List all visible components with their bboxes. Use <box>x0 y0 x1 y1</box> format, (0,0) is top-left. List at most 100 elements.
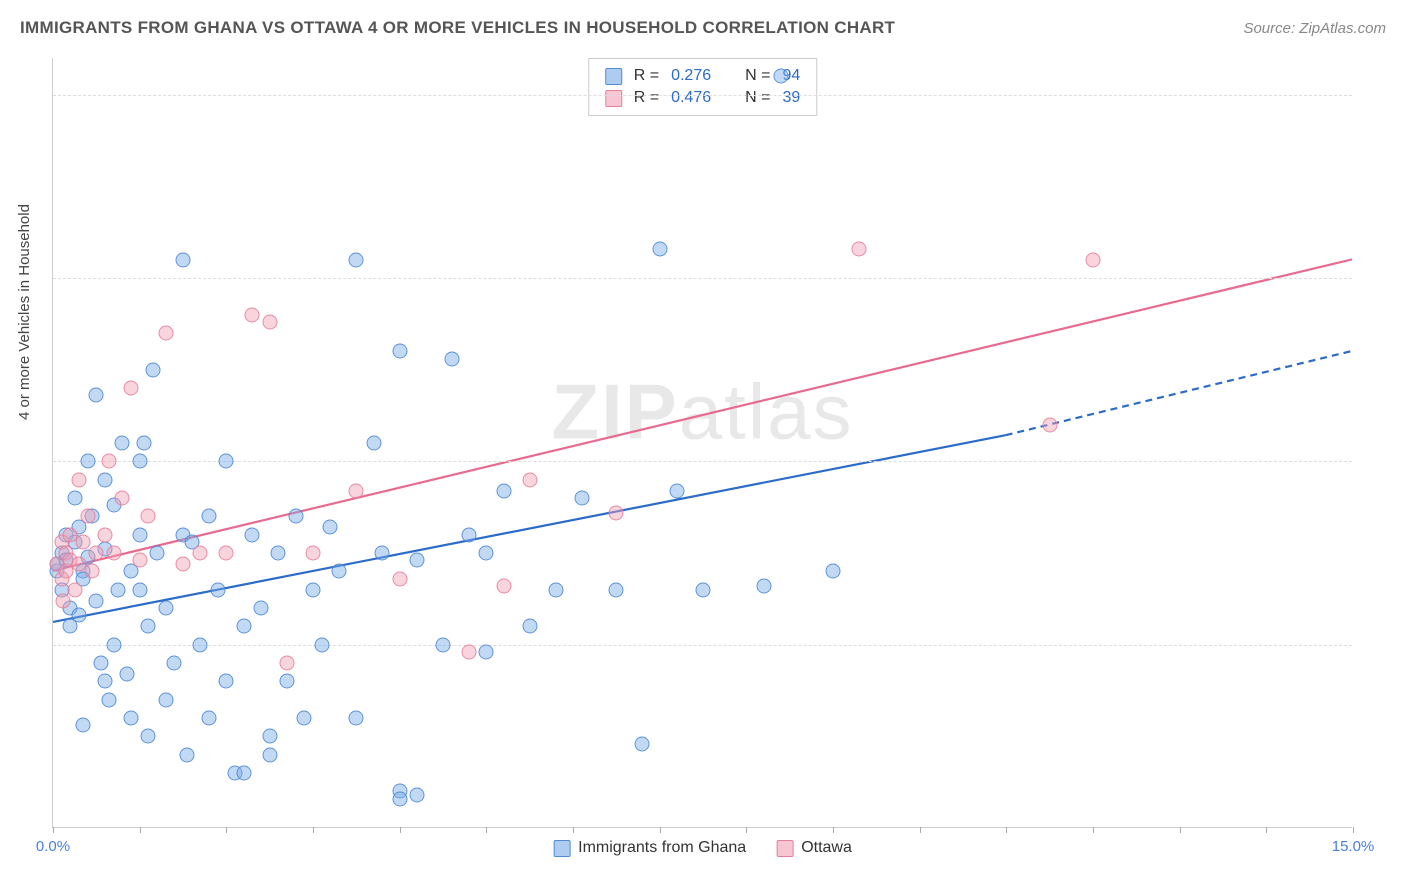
scatter-point <box>245 307 260 322</box>
swatch-blue <box>553 840 570 857</box>
trendlines-svg <box>53 58 1352 827</box>
legend-bottom: Immigrants from Ghana Ottawa <box>553 839 852 857</box>
scatter-point <box>89 388 104 403</box>
watermark: ZIPatlas <box>551 366 853 457</box>
scatter-point <box>462 645 477 660</box>
n-label: N = <box>745 67 770 85</box>
gridline-h <box>53 278 1352 279</box>
scatter-point <box>193 546 208 561</box>
x-tick-mark <box>833 827 834 833</box>
scatter-point <box>150 546 165 561</box>
scatter-point <box>76 718 91 733</box>
scatter-point <box>410 788 425 803</box>
r-label: R = <box>634 89 659 107</box>
scatter-point <box>349 711 364 726</box>
scatter-point <box>124 381 139 396</box>
gridline-h <box>53 95 1352 96</box>
r-value-ottawa: 0.476 <box>671 89 711 107</box>
scatter-point <box>245 527 260 542</box>
n-value-ottawa: 39 <box>782 89 800 107</box>
chart-source: Source: ZipAtlas.com <box>1243 20 1386 37</box>
x-tick-mark <box>573 827 574 833</box>
legend-label-ghana: Immigrants from Ghana <box>578 839 746 857</box>
scatter-point <box>102 692 117 707</box>
x-tick-mark <box>1180 827 1181 833</box>
scatter-point <box>444 351 459 366</box>
scatter-point <box>180 747 195 762</box>
scatter-point <box>756 579 771 594</box>
scatter-chart: ZIPatlas R = 0.276 N = 94 R = 0.476 N = … <box>52 58 1352 828</box>
scatter-point <box>496 579 511 594</box>
legend-item-ghana: Immigrants from Ghana <box>553 839 746 857</box>
scatter-point <box>167 656 182 671</box>
scatter-point <box>288 509 303 524</box>
scatter-point <box>67 582 82 597</box>
scatter-point <box>323 520 338 535</box>
x-tick-mark <box>920 827 921 833</box>
scatter-point <box>219 674 234 689</box>
scatter-point <box>332 564 347 579</box>
scatter-point <box>670 483 685 498</box>
r-label: R = <box>634 67 659 85</box>
x-tick-mark <box>1093 827 1094 833</box>
scatter-point <box>176 557 191 572</box>
scatter-point <box>176 252 191 267</box>
scatter-point <box>145 362 160 377</box>
stats-row-ghana: R = 0.276 N = 94 <box>605 65 801 87</box>
scatter-point <box>72 608 87 623</box>
scatter-point <box>89 546 104 561</box>
legend-item-ottawa: Ottawa <box>776 839 852 857</box>
swatch-blue <box>605 68 622 85</box>
scatter-point <box>98 527 113 542</box>
scatter-point <box>193 637 208 652</box>
scatter-point <box>392 571 407 586</box>
x-tick-mark <box>1266 827 1267 833</box>
scatter-point <box>574 491 589 506</box>
scatter-point <box>210 582 225 597</box>
scatter-point <box>72 472 87 487</box>
scatter-point <box>202 509 217 524</box>
scatter-point <box>375 546 390 561</box>
x-tick-mark <box>140 827 141 833</box>
r-value-ghana: 0.276 <box>671 67 711 85</box>
scatter-point <box>137 436 152 451</box>
x-tick-mark <box>1353 827 1354 833</box>
scatter-point <box>202 711 217 726</box>
scatter-point <box>67 491 82 506</box>
scatter-point <box>306 546 321 561</box>
scatter-point <box>119 667 134 682</box>
scatter-point <box>522 472 537 487</box>
chart-header: IMMIGRANTS FROM GHANA VS OTTAWA 4 OR MOR… <box>20 18 1386 38</box>
scatter-point <box>106 637 121 652</box>
scatter-point <box>124 711 139 726</box>
x-tick-mark <box>746 827 747 833</box>
scatter-point <box>410 553 425 568</box>
scatter-point <box>1086 252 1101 267</box>
scatter-point <box>236 766 251 781</box>
swatch-pink <box>605 90 622 107</box>
scatter-point <box>774 69 789 84</box>
scatter-point <box>609 582 624 597</box>
scatter-point <box>158 326 173 341</box>
scatter-point <box>479 546 494 561</box>
scatter-point <box>98 674 113 689</box>
scatter-point <box>76 535 91 550</box>
stats-row-ottawa: R = 0.476 N = 39 <box>605 87 801 109</box>
scatter-point <box>219 546 234 561</box>
scatter-point <box>254 601 269 616</box>
scatter-point <box>462 527 477 542</box>
swatch-pink <box>776 840 793 857</box>
scatter-point <box>80 454 95 469</box>
scatter-point <box>89 593 104 608</box>
scatter-point <box>635 736 650 751</box>
legend-label-ottawa: Ottawa <box>801 839 852 857</box>
scatter-point <box>652 241 667 256</box>
scatter-point <box>314 637 329 652</box>
x-tick-label: 15.0% <box>1332 838 1375 855</box>
scatter-point <box>158 601 173 616</box>
scatter-point <box>262 315 277 330</box>
x-tick-mark <box>53 827 54 833</box>
scatter-point <box>102 454 117 469</box>
y-axis-label: 4 or more Vehicles in Household <box>16 204 33 420</box>
scatter-point <box>132 527 147 542</box>
